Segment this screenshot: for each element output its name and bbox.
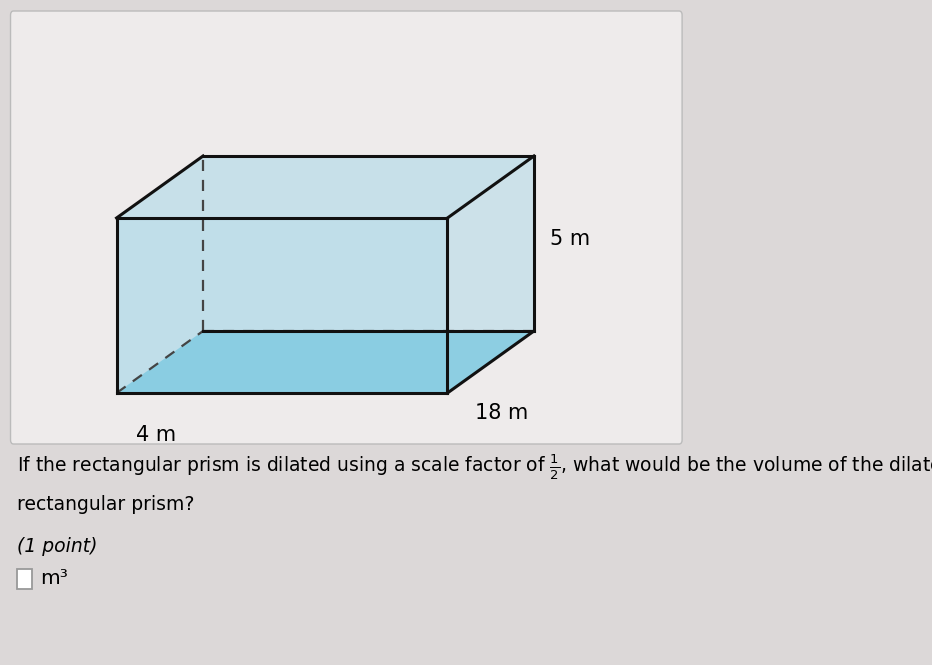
Text: 18 m: 18 m xyxy=(475,403,528,423)
Text: 4 m: 4 m xyxy=(136,425,176,445)
Bar xyxy=(17,569,32,589)
Text: 5 m: 5 m xyxy=(551,229,591,249)
Text: If the rectangular prism is dilated using a scale factor of $\frac{1}{2}$, what : If the rectangular prism is dilated usin… xyxy=(17,453,932,483)
Polygon shape xyxy=(116,156,534,218)
FancyBboxPatch shape xyxy=(10,11,682,444)
Text: m³: m³ xyxy=(41,569,68,589)
Polygon shape xyxy=(116,218,447,393)
Text: (1 point): (1 point) xyxy=(17,537,97,556)
Polygon shape xyxy=(116,331,534,393)
Text: rectangular prism?: rectangular prism? xyxy=(17,495,194,514)
Polygon shape xyxy=(447,156,534,393)
